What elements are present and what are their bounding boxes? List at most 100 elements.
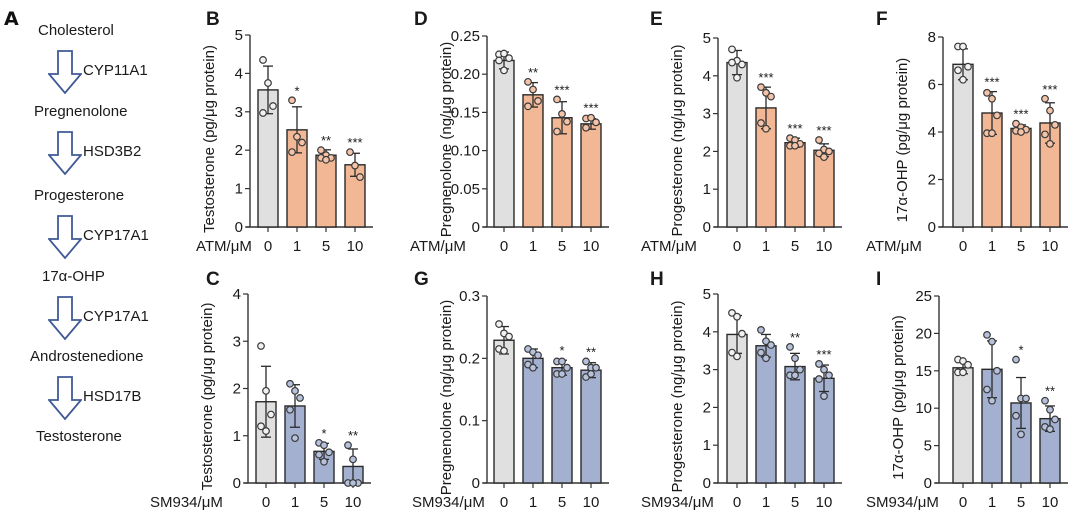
y-tick-label: 10 — [915, 400, 932, 417]
data-point — [1046, 106, 1054, 115]
data-point — [1051, 415, 1059, 424]
y-tick-label: 8 — [928, 29, 936, 46]
data-point — [264, 79, 272, 87]
data-point — [983, 385, 991, 394]
x-axis-title: SM934/μM — [150, 494, 223, 511]
x-tick-label: 10 — [1042, 238, 1059, 255]
data-point — [983, 330, 991, 339]
data-point — [500, 66, 508, 75]
pathway-enzyme: CYP17A1 — [83, 308, 149, 325]
pathway-enzyme: HSD17B — [83, 388, 142, 405]
data-point — [351, 161, 359, 170]
data-point — [1041, 94, 1049, 103]
y-axis-title: Testosterone (pg/μg protein) — [199, 303, 216, 491]
data-point — [733, 73, 741, 82]
data-point — [988, 337, 996, 346]
bar-5 — [315, 154, 337, 228]
panel-letter: I — [876, 269, 881, 290]
pathway-metabolite: Pregnenolone — [34, 103, 128, 120]
bar-10 — [580, 369, 602, 484]
pathway-metabolite: Cholesterol — [38, 22, 114, 39]
y-axis-title: Pregnenolone (ng/μg protein) — [438, 42, 455, 237]
data-point — [786, 343, 794, 351]
y-axis-title: 17α-OHP (pg/μg protein) — [894, 58, 911, 223]
data-point — [288, 96, 296, 105]
data-point — [291, 434, 299, 443]
pathway-enzyme: CYP11A1 — [83, 62, 148, 79]
bar-0 — [493, 59, 515, 228]
y-tick-label: 20 — [915, 325, 932, 342]
x-tick-label: 1 — [529, 494, 537, 511]
data-point — [320, 457, 328, 466]
pathway-enzyme: HSD3B2 — [83, 143, 142, 160]
y-tick-label: 3 — [233, 333, 241, 350]
significance-marker: *** — [816, 347, 831, 362]
data-point — [534, 351, 542, 360]
x-tick-label: 5 — [320, 494, 328, 511]
data-point — [293, 132, 301, 141]
data-point — [954, 66, 962, 75]
panel-letter: F — [876, 9, 888, 30]
data-point — [1041, 130, 1049, 139]
data-point — [767, 341, 775, 349]
x-tick-label: 1 — [291, 494, 299, 511]
data-point — [563, 117, 571, 126]
pathway-enzyme: CYP17A1 — [83, 227, 149, 244]
y-tick-label: 0.1 — [459, 413, 480, 430]
x-tick-label: 5 — [1017, 238, 1025, 255]
x-tick-label: 1 — [293, 238, 301, 255]
significance-marker: *** — [758, 70, 773, 85]
pathway-metabolite: 17α-OHP — [42, 268, 105, 285]
data-point — [563, 363, 571, 372]
x-tick-label: 10 — [1042, 494, 1059, 511]
data-point — [728, 348, 736, 357]
x-tick-label: 10 — [345, 494, 362, 511]
down-arrow-icon — [48, 296, 82, 340]
data-point — [762, 354, 770, 363]
data-point — [964, 360, 972, 369]
panel-e: E 0 1 2 3 4 5 Progesterone (ng/μg protein) ATM/μ… — [641, 9, 842, 255]
significance-marker: * — [294, 83, 299, 98]
y-tick-label: 5 — [924, 438, 932, 455]
y-tick-label: 0.15 — [451, 104, 480, 121]
bar-0 — [952, 63, 974, 228]
data-point — [1012, 355, 1020, 364]
data-point — [820, 153, 828, 161]
x-tick-label: 0 — [959, 238, 967, 255]
data-point — [762, 124, 770, 133]
data-point — [349, 479, 357, 487]
data-point — [757, 83, 765, 92]
y-tick-label: 0 — [928, 219, 936, 236]
y-tick-label: 0.20 — [451, 66, 480, 83]
data-point — [757, 348, 765, 357]
y-axis-title: 17α-OHP (pg/μg protein) — [890, 315, 907, 480]
data-point — [728, 58, 736, 67]
data-point — [757, 119, 765, 127]
data-point — [317, 146, 325, 155]
data-point — [738, 329, 746, 338]
data-point — [267, 410, 275, 419]
data-point — [762, 337, 770, 346]
bar-1 — [522, 94, 544, 228]
bar-0 — [726, 61, 748, 228]
x-tick-label: 0 — [959, 494, 967, 511]
x-tick-label: 1 — [988, 494, 996, 511]
data-point — [291, 386, 299, 395]
x-axis-title: SM934/μM — [866, 494, 939, 511]
y-tick-label: 15 — [915, 363, 932, 380]
data-point — [505, 54, 513, 63]
y-tick-label: 0.25 — [451, 28, 480, 45]
significance-marker: *** — [583, 101, 598, 116]
pathway-metabolite: Progesterone — [34, 187, 125, 204]
x-tick-label: 0 — [733, 238, 741, 255]
x-tick-label: 0 — [733, 494, 741, 511]
data-point — [762, 88, 770, 97]
y-axis-title: Progesterone (ng/μg protein) — [669, 300, 686, 492]
bar-5 — [1010, 127, 1032, 228]
data-point — [993, 366, 1001, 375]
panel-letter: D — [414, 9, 428, 30]
x-tick-label: 1 — [762, 494, 770, 511]
data-point — [1041, 396, 1049, 405]
y-axis-title: Testosterone (pg/μg protein) — [201, 45, 218, 233]
